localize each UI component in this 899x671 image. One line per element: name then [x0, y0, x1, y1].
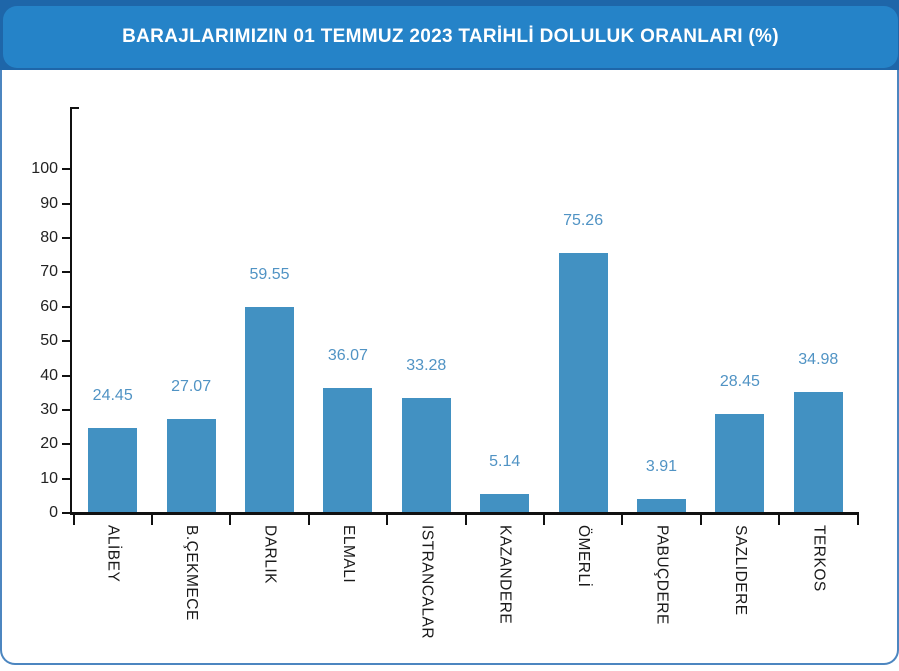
y-tick — [62, 340, 70, 343]
y-tick-label: 10 — [40, 469, 58, 487]
x-axis-label-text: TERKOS — [810, 525, 828, 592]
bar-value-label: 59.55 — [249, 266, 290, 283]
x-tick — [542, 512, 545, 525]
y-tick — [62, 477, 70, 480]
x-tick — [856, 512, 859, 525]
bar — [480, 494, 530, 512]
x-axis-label-text: DARLIK — [261, 525, 279, 584]
x-axis-label: SAZLIDERE — [701, 525, 779, 670]
bar — [88, 428, 138, 512]
y-tick-label: 80 — [40, 229, 58, 247]
x-axis-label: ALİBEY — [74, 525, 152, 670]
y-tick — [62, 443, 70, 446]
x-axis-label: KAZANDERE — [466, 525, 544, 670]
bar-value-label: 3.91 — [645, 458, 678, 475]
x-axis-label: ÖMERLİ — [544, 525, 622, 670]
bar-value-label: 75.26 — [563, 212, 604, 229]
y-axis-line — [70, 107, 72, 515]
title-banner: BARAJLARIMIZIN 01 TEMMUZ 2023 TARİHLİ DO… — [3, 6, 898, 68]
x-axis-label-text: ISTRANCALAR — [418, 525, 436, 640]
bar-value-label: 27.07 — [171, 378, 212, 395]
bar — [715, 414, 765, 512]
x-tick — [72, 512, 75, 525]
x-tick — [386, 512, 389, 525]
x-tick — [621, 512, 624, 525]
x-tick — [307, 512, 310, 525]
x-tick — [464, 512, 467, 525]
y-axis-end-tick — [70, 107, 79, 109]
x-axis-label: PABUÇDERE — [622, 525, 700, 670]
x-axis-label-text: ALİBEY — [104, 525, 122, 583]
y-tick — [62, 202, 70, 205]
x-tick — [229, 512, 232, 525]
chart-card: 0 10 20 30 40 50 60 70 80 90 100 24.45 ALİBEY 27.07 B.… — [0, 70, 899, 665]
bar-value-label: 36.07 — [327, 347, 368, 364]
x-axis-label: DARLIK — [230, 525, 308, 670]
page-top-band: BARAJLARIMIZIN 01 TEMMUZ 2023 TARİHLİ DO… — [0, 0, 899, 70]
bar — [245, 307, 294, 512]
x-axis-label: ISTRANCALAR — [387, 525, 465, 670]
x-axis-label-text: ELMALI — [339, 525, 357, 584]
x-tick — [778, 512, 781, 525]
x-tick — [699, 512, 702, 525]
bar-value-label: 33.28 — [406, 357, 447, 374]
x-axis-line — [70, 512, 859, 515]
x-axis-label: B.ÇEKMECE — [152, 525, 230, 670]
y-tick-label: 0 — [49, 504, 58, 521]
y-tick — [62, 271, 70, 274]
bar — [401, 398, 451, 512]
bar-chart: 0 10 20 30 40 50 60 70 80 90 100 24.45 ALİBEY 27.07 B.… — [2, 70, 897, 663]
y-tick-label: 100 — [31, 160, 58, 178]
x-tick — [150, 512, 153, 525]
y-tick — [62, 374, 70, 377]
bar — [558, 253, 608, 512]
y-tick — [62, 512, 70, 514]
bar-value-label: 34.98 — [798, 351, 839, 368]
y-tick-label: 40 — [40, 366, 58, 384]
y-tick-label: 70 — [40, 263, 58, 281]
y-tick — [62, 305, 70, 308]
bar-value-label: 28.45 — [719, 373, 760, 390]
x-axis-label-text: B.ÇEKMECE — [183, 525, 201, 621]
y-tick — [62, 168, 70, 171]
x-axis-label-text: PABUÇDERE — [653, 525, 671, 625]
y-tick-label: 90 — [40, 194, 58, 212]
x-axis-label-text: SAZLIDERE — [731, 525, 749, 616]
x-axis-label-text: ÖMERLİ — [575, 525, 593, 588]
bar — [166, 419, 216, 512]
x-axis-label: TERKOS — [779, 525, 857, 670]
bar — [637, 499, 686, 512]
bar-value-label: 5.14 — [489, 453, 521, 470]
y-tick — [62, 237, 70, 240]
bar-value-label: 24.45 — [92, 387, 133, 404]
x-axis-label-text: KAZANDERE — [496, 525, 514, 625]
y-tick-label: 60 — [40, 297, 58, 315]
y-tick — [62, 408, 70, 411]
bar — [323, 388, 373, 512]
bar — [793, 392, 843, 512]
y-tick-label: 30 — [40, 400, 58, 418]
y-tick-label: 50 — [40, 332, 58, 350]
y-tick-label: 20 — [40, 435, 58, 453]
chart-title: BARAJLARIMIZIN 01 TEMMUZ 2023 TARİHLİ DO… — [122, 26, 779, 47]
x-axis-label: ELMALI — [309, 525, 387, 670]
